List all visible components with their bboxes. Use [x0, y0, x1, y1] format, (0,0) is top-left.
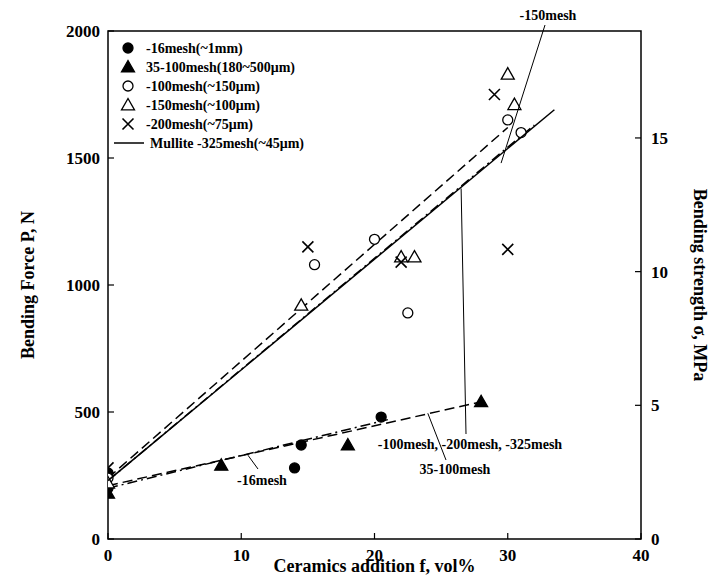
legend-label: -200mesh(~75μm) — [146, 117, 253, 133]
annotation: -100mesh, -200mesh, -325mesh — [378, 437, 563, 452]
data-point — [475, 395, 488, 406]
data-point — [302, 241, 313, 252]
plot-frame — [108, 31, 641, 539]
legend-swatch — [122, 61, 135, 72]
x-tick — [640, 533, 641, 539]
annotation: 35-100mesh — [420, 462, 491, 477]
data-point — [370, 234, 380, 244]
y-tick-label: 0 — [92, 530, 101, 549]
legend-label: Mullite -325mesh(~45μm) — [150, 136, 304, 152]
y-tick — [108, 411, 114, 412]
y-tick-label: 500 — [75, 403, 101, 422]
data-point — [290, 463, 300, 473]
annotation-leader — [501, 25, 545, 163]
y2-tick-label: 5 — [651, 396, 660, 415]
data-point — [395, 251, 408, 262]
legend-label: -150mesh(~100μm) — [146, 98, 260, 114]
legend-swatch — [123, 119, 134, 130]
data-point — [408, 251, 421, 262]
data-point — [310, 260, 320, 270]
legend-label: -16mesh(~1mm) — [146, 41, 243, 57]
x-tick-label: 10 — [233, 546, 250, 565]
annotation-leader — [461, 188, 466, 434]
legend-swatch — [123, 43, 133, 53]
y2-tick — [635, 538, 641, 539]
y2-tick-label: 15 — [651, 129, 668, 148]
y2-axis-title: Bending strength σ, MPa — [690, 189, 710, 381]
y2-tick-label: 10 — [651, 263, 668, 282]
y2-tick — [635, 405, 641, 406]
data-point — [516, 128, 526, 138]
data-point — [502, 244, 513, 255]
data-point — [501, 68, 514, 79]
data-point — [376, 412, 386, 422]
data-point — [296, 440, 306, 450]
y-tick — [108, 30, 114, 31]
x-axis-title: Ceramics addition f, vol% — [274, 556, 476, 576]
x-tick-label: 40 — [633, 546, 650, 565]
y-axis-title: Bending Force P, N — [18, 211, 38, 359]
y-tick — [108, 284, 114, 285]
y-tick — [108, 157, 114, 158]
annotation: -16mesh — [237, 473, 287, 488]
legend-swatch — [122, 99, 135, 110]
x-tick-label: 0 — [104, 546, 113, 565]
data-point — [489, 89, 500, 100]
data-point — [341, 439, 354, 450]
series-line — [108, 110, 554, 481]
chart: 0102030400500100015002000051015Ceramics … — [0, 0, 714, 579]
annotation: -150mesh — [520, 8, 577, 23]
legend-swatch — [114, 142, 144, 144]
data-point — [108, 462, 114, 473]
x-tick — [374, 533, 375, 539]
data-point — [403, 308, 413, 318]
y-tick-label: 1000 — [66, 276, 100, 295]
legend-label: 35-100mesh(180~500μm) — [146, 60, 295, 76]
plot-marks — [108, 68, 554, 498]
legend-label: -100mesh(~150μm) — [146, 79, 260, 95]
data-point — [295, 299, 308, 310]
data-point — [215, 459, 228, 470]
annotation-leader — [248, 455, 258, 469]
legend-swatch — [123, 81, 133, 91]
x-tick — [507, 533, 508, 539]
x-tick — [107, 533, 108, 539]
y2-tick — [635, 271, 641, 272]
y-tick — [108, 538, 114, 539]
y2-tick-label: 0 — [651, 530, 660, 549]
data-point — [503, 115, 513, 125]
annotation-leader — [428, 413, 446, 460]
fit-line — [108, 420, 388, 489]
data-point — [396, 257, 407, 268]
y-tick-label: 2000 — [66, 22, 100, 41]
y2-tick — [635, 137, 641, 138]
fit-line — [108, 128, 508, 479]
y-tick-label: 1500 — [66, 149, 100, 168]
x-tick — [241, 533, 242, 539]
x-tick-label: 30 — [499, 546, 516, 565]
